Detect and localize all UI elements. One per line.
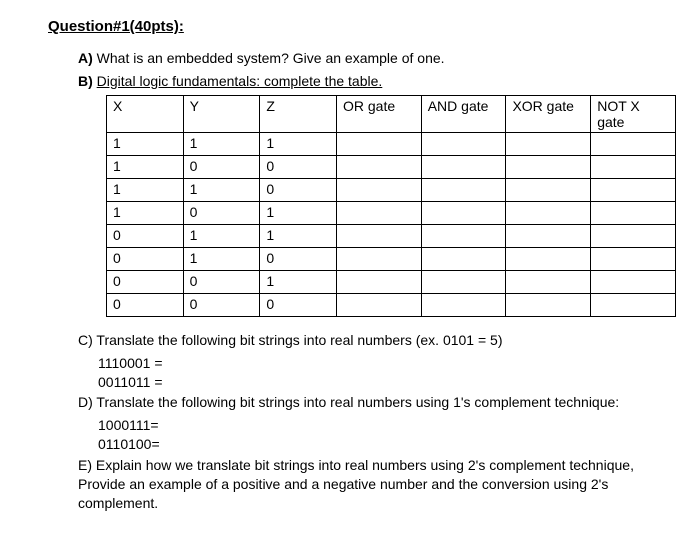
table-cell: 1 [107, 132, 184, 155]
table-cell [421, 247, 506, 270]
part-e-text: Explain how we translate bit strings int… [78, 457, 634, 511]
part-e: E) Explain how we translate bit strings … [48, 456, 660, 513]
table-cell [337, 132, 422, 155]
table-cell: 0 [260, 293, 337, 316]
table-cell: 0 [107, 270, 184, 293]
part-d: D) Translate the following bit strings i… [48, 393, 660, 454]
table-cell [506, 178, 591, 201]
table-cell [421, 293, 506, 316]
table-cell [591, 270, 676, 293]
table-cell [591, 155, 676, 178]
table-cell [337, 247, 422, 270]
part-a-text: What is an embedded system? Give an exam… [97, 50, 445, 66]
table-cell [591, 132, 676, 155]
table-cell: 1 [183, 224, 260, 247]
logic-table-body: 111100110101011010001000 [107, 132, 676, 316]
table-cell [337, 224, 422, 247]
table-cell: 1 [183, 247, 260, 270]
table-cell: 1 [107, 155, 184, 178]
part-b-label: B) [78, 73, 93, 89]
part-c-line-1: 0011011 = [48, 373, 660, 392]
part-c-line-0: 1110001 = [48, 354, 660, 373]
table-cell: 0 [260, 247, 337, 270]
table-cell [591, 178, 676, 201]
table-cell [337, 293, 422, 316]
part-d-line-0: 1000111= [48, 416, 660, 435]
table-cell [421, 132, 506, 155]
table-cell: 1 [260, 201, 337, 224]
table-cell: 1 [107, 201, 184, 224]
table-header-cell: OR gate [337, 95, 422, 132]
table-cell: 1 [260, 270, 337, 293]
table-cell: 0 [183, 270, 260, 293]
table-cell [421, 270, 506, 293]
table-cell [337, 270, 422, 293]
table-cell [506, 293, 591, 316]
table-cell [506, 270, 591, 293]
table-cell [591, 247, 676, 270]
table-cell [337, 178, 422, 201]
table-cell [506, 224, 591, 247]
page: Question#1(40pts): A) What is an embedde… [0, 0, 700, 535]
table-header-row: XYZOR gateAND gateXOR gateNOT X gate [107, 95, 676, 132]
logic-table: XYZOR gateAND gateXOR gateNOT X gate 111… [106, 95, 676, 317]
table-cell [591, 201, 676, 224]
part-c-label: C) [78, 332, 93, 348]
part-c: C) Translate the following bit strings i… [48, 331, 660, 392]
table-cell: 0 [107, 224, 184, 247]
table-header-cell: XOR gate [506, 95, 591, 132]
part-c-text: Translate the following bit strings into… [96, 332, 502, 348]
table-row: 110 [107, 178, 676, 201]
table-row: 111 [107, 132, 676, 155]
table-row: 011 [107, 224, 676, 247]
table-header-cell: Y [183, 95, 260, 132]
table-header-cell: NOT X gate [591, 95, 676, 132]
table-row: 101 [107, 201, 676, 224]
part-e-label: E) [78, 457, 92, 473]
table-cell: 0 [183, 201, 260, 224]
table-cell [421, 224, 506, 247]
part-b-text: Digital logic fundamentals: complete the… [97, 73, 383, 89]
table-cell [591, 293, 676, 316]
table-cell: 0 [183, 293, 260, 316]
table-row: 100 [107, 155, 676, 178]
table-row: 010 [107, 247, 676, 270]
part-d-label: D) [78, 394, 93, 410]
table-cell [337, 201, 422, 224]
table-cell: 1 [107, 178, 184, 201]
table-row: 001 [107, 270, 676, 293]
part-d-line-1: 0110100= [48, 435, 660, 454]
table-cell: 1 [260, 224, 337, 247]
table-header-cell: X [107, 95, 184, 132]
table-header-cell: Z [260, 95, 337, 132]
table-cell: 0 [260, 178, 337, 201]
table-row: 000 [107, 293, 676, 316]
table-header-cell: AND gate [421, 95, 506, 132]
table-cell: 0 [260, 155, 337, 178]
logic-table-head: XYZOR gateAND gateXOR gateNOT X gate [107, 95, 676, 132]
table-cell: 0 [107, 247, 184, 270]
table-cell [506, 132, 591, 155]
question-title: Question#1(40pts): [48, 18, 660, 35]
part-a-label: A) [78, 50, 93, 66]
table-cell: 1 [183, 132, 260, 155]
table-cell [506, 201, 591, 224]
table-cell [421, 155, 506, 178]
table-cell [506, 155, 591, 178]
part-b: B) Digital logic fundamentals: complete … [48, 72, 660, 91]
table-cell: 1 [183, 178, 260, 201]
table-cell [591, 224, 676, 247]
table-cell: 0 [183, 155, 260, 178]
table-cell [337, 155, 422, 178]
table-cell: 1 [260, 132, 337, 155]
part-a: A) What is an embedded system? Give an e… [48, 49, 660, 68]
part-d-text: Translate the following bit strings into… [96, 394, 619, 410]
table-cell: 0 [107, 293, 184, 316]
table-cell [421, 201, 506, 224]
table-cell [506, 247, 591, 270]
table-cell [421, 178, 506, 201]
